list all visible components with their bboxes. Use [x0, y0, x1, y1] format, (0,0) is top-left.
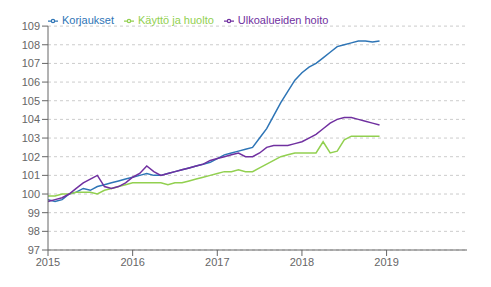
svg-text:2017: 2017: [205, 256, 229, 268]
svg-text:104: 104: [22, 113, 40, 125]
svg-text:102: 102: [22, 151, 40, 163]
svg-text:109: 109: [22, 20, 40, 32]
svg-text:105: 105: [22, 95, 40, 107]
svg-text:2018: 2018: [290, 256, 314, 268]
svg-text:98: 98: [28, 225, 40, 237]
svg-text:106: 106: [22, 76, 40, 88]
svg-text:100: 100: [22, 188, 40, 200]
svg-text:2015: 2015: [36, 256, 60, 268]
svg-text:2019: 2019: [374, 256, 398, 268]
svg-text:101: 101: [22, 169, 40, 181]
svg-text:97: 97: [28, 244, 40, 256]
svg-text:2016: 2016: [120, 256, 144, 268]
html-text:Käyttö ja huolto: Käyttö ja huolto: [138, 14, 214, 26]
html-text:Korjaukset: Korjaukset: [62, 14, 114, 26]
svg-text:107: 107: [22, 57, 40, 69]
svg-text:99: 99: [28, 207, 40, 219]
svg-text:103: 103: [22, 132, 40, 144]
html-text:Ulkoalueiden hoito: Ulkoalueiden hoito: [237, 14, 329, 26]
svg-text:108: 108: [22, 39, 40, 51]
